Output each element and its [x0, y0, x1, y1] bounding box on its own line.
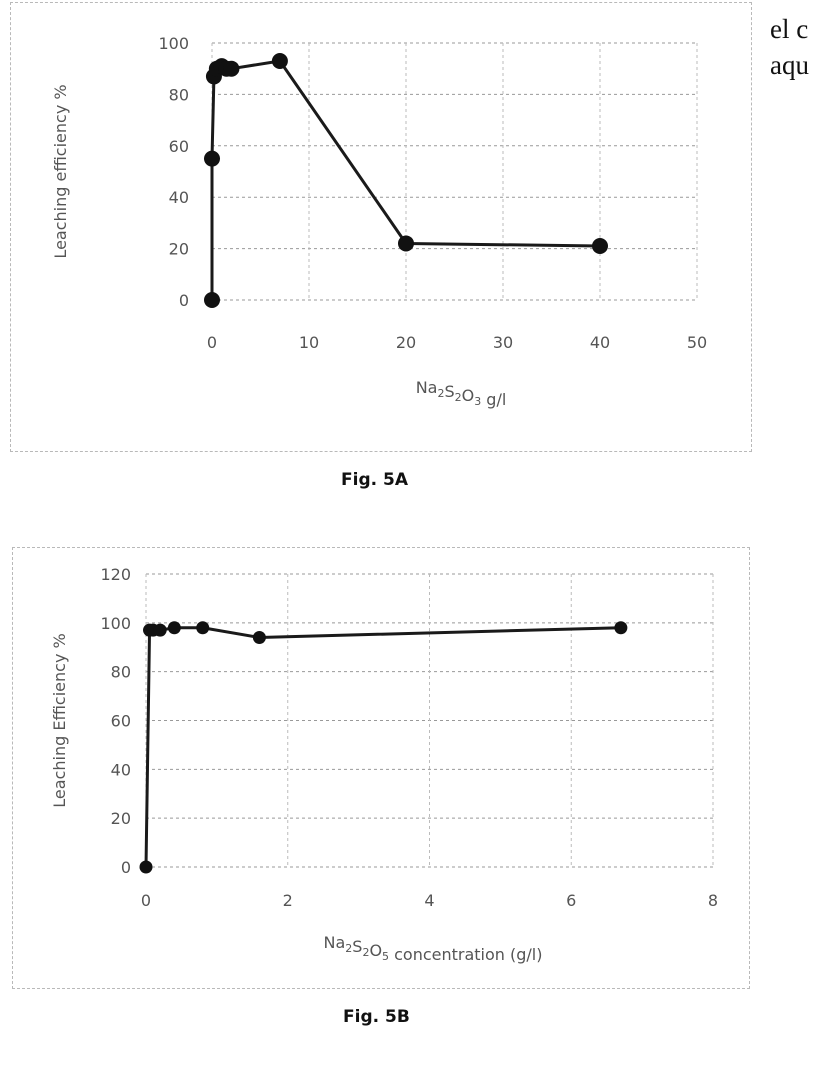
- x-tick-label: 20: [396, 333, 416, 352]
- x-axis-label: Na2S2O5 concentration (g/l): [324, 933, 543, 964]
- x-axis-label-part: S: [352, 937, 362, 956]
- y-tick-label: 60: [111, 712, 131, 731]
- x-tick-label: 6: [566, 891, 576, 910]
- y-tick-label: 0: [179, 291, 189, 310]
- data-point: [167, 621, 181, 635]
- series-line: [210, 59, 601, 300]
- x-axis-label-subscript: 2: [345, 942, 352, 955]
- side-text-line-1: el c: [770, 14, 809, 44]
- y-tick-label: 120: [100, 565, 131, 584]
- side-text-line-2: aqu: [770, 50, 809, 80]
- y-tick-label: 60: [169, 137, 189, 156]
- x-axis-label-part: concentration (g/l): [389, 945, 542, 964]
- x-tick-label: 0: [207, 333, 217, 352]
- chart-5b: 0 20 40 60 80 100 120 0 2 4 6 8 Leaching Efficiency …: [50, 565, 718, 964]
- x-axis-label-part: g/l: [481, 390, 506, 409]
- data-point: [204, 150, 220, 167]
- y-tick-label: 40: [111, 760, 131, 779]
- x-tick-label: 50: [687, 333, 707, 352]
- data-point: [592, 238, 608, 255]
- x-axis-label-subscript: 2: [455, 391, 462, 404]
- y-tick-label: 100: [100, 614, 131, 633]
- data-point: [271, 52, 288, 69]
- x-axis-label-subscript: 2: [437, 387, 444, 400]
- x-axis-label-part: Na: [416, 378, 438, 397]
- figure-5a-caption: Fig. 5A: [341, 470, 408, 490]
- x-tick-label: 10: [299, 333, 319, 352]
- data-point: [398, 235, 414, 252]
- x-axis-label-part: Na: [324, 933, 346, 952]
- x-axis-label-subscript: 2: [362, 946, 369, 959]
- y-tick-label: 80: [111, 663, 131, 682]
- y-tick-label: 100: [158, 34, 189, 53]
- data-point: [252, 630, 266, 644]
- x-axis-label-part: S: [444, 382, 454, 401]
- x-axis-label-subscript: 5: [382, 950, 389, 963]
- data-point: [223, 60, 240, 77]
- y-axis-label: Leaching Efficiency %: [50, 633, 69, 807]
- y-axis-label: Leaching efficiency %: [51, 84, 70, 258]
- data-point: [139, 860, 153, 874]
- x-tick-label: 40: [590, 333, 610, 352]
- x-tick-label: 8: [708, 891, 718, 910]
- y-tick-label: 20: [111, 809, 131, 828]
- data-point: [196, 621, 210, 635]
- data-point: [614, 621, 628, 635]
- y-tick-label: 80: [169, 85, 189, 104]
- y-tick-label: 40: [169, 188, 189, 207]
- x-tick-label: 30: [493, 333, 513, 352]
- figure-5a-panel: 0 20 40 60 80 100 0 10 20 30 40 50 Leaching efficien…: [10, 2, 752, 452]
- x-tick-label: 2: [283, 891, 293, 910]
- figure-5b-panel: 0 20 40 60 80 100 120 0 2 4 6 8 Leaching Efficiency …: [12, 547, 750, 989]
- data-point: [153, 623, 167, 637]
- x-tick-label: 0: [141, 891, 151, 910]
- chart-5a: 0 20 40 60 80 100 0 10 20 30 40 50 Leaching efficien…: [51, 34, 707, 409]
- y-tick-label: 20: [169, 240, 189, 259]
- data-point: [204, 292, 220, 308]
- x-axis-label-part: O: [462, 386, 475, 405]
- x-axis-label-part: O: [369, 941, 382, 960]
- x-axis-label-subscript: 3: [474, 395, 481, 408]
- y-tick-label: 0: [121, 858, 131, 877]
- x-tick-label: 4: [424, 891, 434, 910]
- x-axis-label: Na2S2O3 g/l: [416, 378, 507, 409]
- series-line: [144, 626, 621, 868]
- figure-5b-caption: Fig. 5B: [343, 1007, 410, 1027]
